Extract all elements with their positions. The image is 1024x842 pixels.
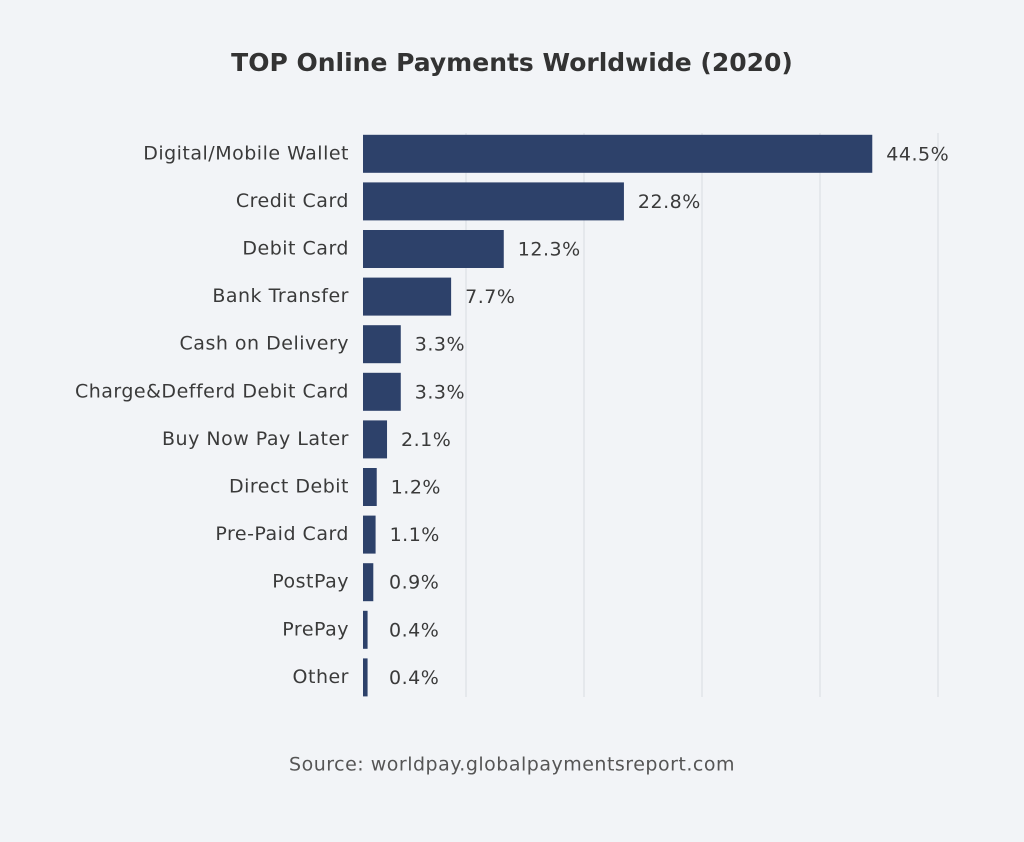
grid [465, 133, 939, 697]
category-label: Direct Debit [229, 476, 349, 498]
category-label: Charge&Defferd Debit Card [75, 380, 349, 402]
bar [363, 420, 388, 459]
bar [363, 277, 452, 316]
bar [363, 658, 368, 697]
source: Source: worldpay.globalpaymentsreport.co… [289, 754, 735, 776]
value-label: 0.4% [389, 667, 439, 689]
value-label: 12.3% [518, 239, 581, 261]
value-label: 1.2% [391, 477, 441, 499]
bar [363, 134, 873, 173]
value-label: 7.7% [465, 286, 515, 308]
category-label: Buy Now Pay Later [162, 428, 349, 450]
bar [363, 182, 624, 221]
bar [363, 325, 401, 364]
value-label: 0.9% [389, 572, 439, 594]
value-label: 22.8% [638, 191, 701, 213]
bar [363, 372, 401, 411]
category-label: Bank Transfer [212, 285, 349, 307]
chart-title: TOP Online Payments Worldwide (2020) [231, 48, 793, 77]
category-label: PrePay [282, 618, 349, 640]
bar [363, 563, 374, 602]
value-label: 44.5% [886, 143, 949, 165]
category-label: Debit Card [242, 238, 349, 260]
value-label: 3.3% [415, 381, 465, 403]
value-label: 0.4% [389, 619, 439, 641]
category-label: Cash on Delivery [180, 333, 349, 355]
value-label: 1.1% [390, 524, 440, 546]
category-label: Other [293, 666, 349, 688]
category-label: Pre-Paid Card [215, 523, 349, 545]
value-label: 2.1% [401, 429, 451, 451]
bar [363, 230, 504, 268]
value-label: 3.3% [415, 334, 465, 356]
bar [363, 610, 368, 649]
bar [363, 515, 376, 554]
category-label: PostPay [272, 571, 349, 593]
category-label: Digital/Mobile Wallet [143, 142, 349, 164]
category-label: Credit Card [236, 190, 349, 212]
bar [363, 468, 377, 506]
